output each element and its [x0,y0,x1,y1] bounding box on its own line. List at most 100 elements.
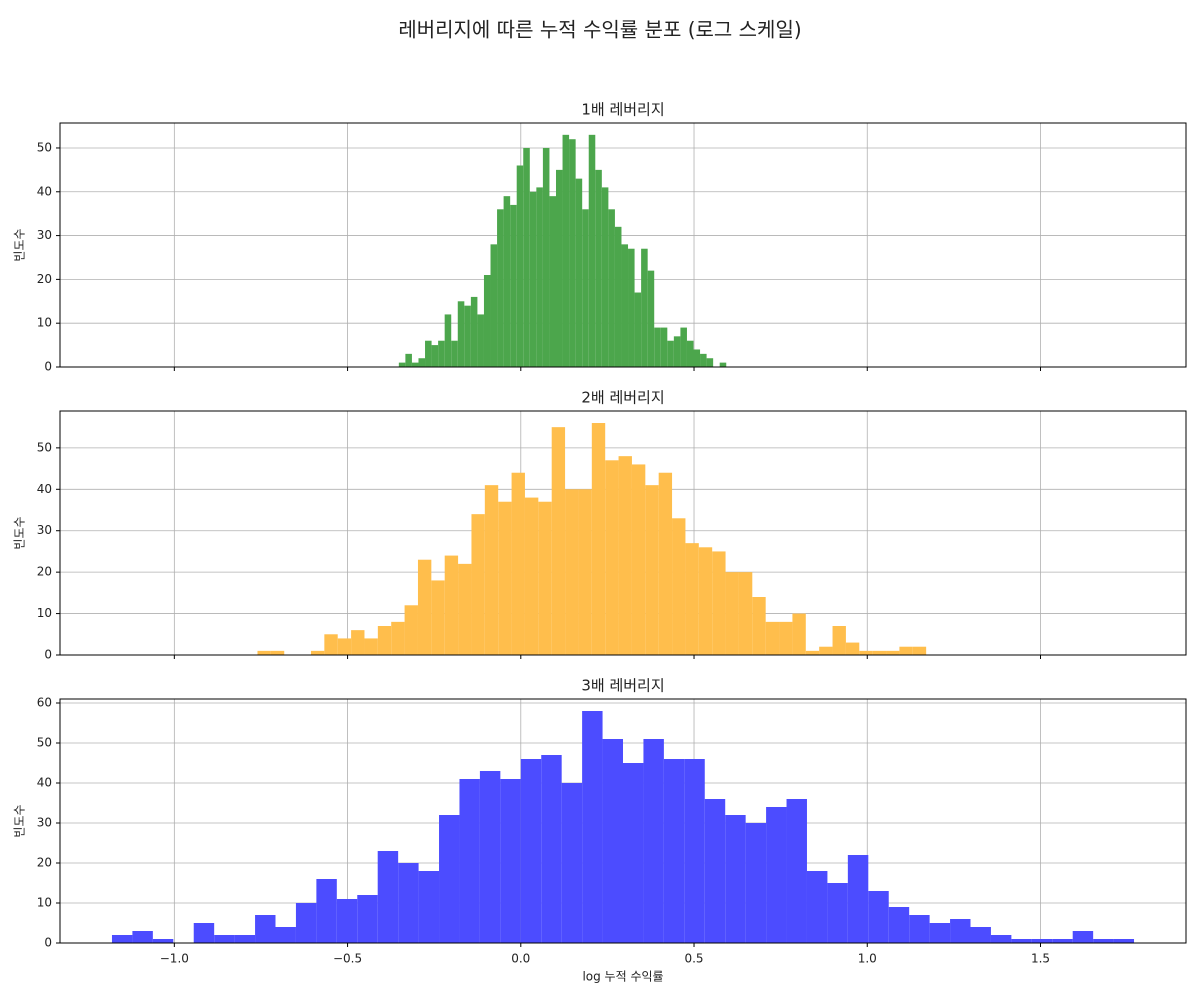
histogram-bar [672,518,686,655]
y-axis-label: 빈도수 [13,516,27,549]
y-tick-label: 40 [37,776,52,790]
histogram-bar [1072,931,1094,943]
y-axis-label: 빈도수 [13,804,27,837]
histogram-bar [377,626,392,655]
histogram-bar [470,296,478,367]
subplot-title: 1배 레버리지 [581,101,664,119]
histogram-bar [660,327,668,367]
histogram-bar [663,759,685,943]
subplot-title: 2배 레버리지 [581,389,664,407]
histogram-bar [152,939,174,943]
histogram-bar [673,336,681,367]
histogram-bar [404,605,418,655]
histogram-bar [766,807,787,943]
histogram-bar [725,572,739,655]
histogram-bar [523,147,530,367]
histogram-bar [457,301,465,367]
histogram-bar [765,621,780,655]
histogram-bar [970,927,991,943]
x-tick-label: −1.0 [160,952,189,966]
histogram-bar [631,464,646,655]
histogram-bar [578,489,592,655]
histogram-bar [439,815,460,943]
histogram-bar [1052,939,1073,943]
histogram-bar [377,851,399,943]
histogram-bar [398,362,406,367]
histogram-bar [516,165,524,367]
histogram-bar [859,650,873,655]
histogram-bar [234,935,256,943]
histogram-bar [779,621,793,655]
histogram-bar [444,314,452,367]
histogram-bar [444,555,459,655]
histogram-bar [643,739,664,943]
y-tick-label: 0 [44,360,52,374]
histogram-bar [990,935,1012,943]
histogram-bar [693,349,701,367]
histogram-bar [351,630,365,655]
histogram-bar [497,209,504,367]
histogram-bar [909,915,930,943]
y-tick-label: 0 [44,936,52,950]
y-tick-label: 20 [37,856,52,870]
histogram-bar [845,642,860,655]
histogram-bar [542,147,550,367]
figure-title: 레버리지에 따른 누적 수익률 분포 (로그 스케일) [398,18,801,42]
histogram-bar [806,871,828,943]
histogram-bar [628,248,635,367]
histogram-bar [555,169,563,367]
histogram-bar [490,244,498,367]
histogram-bar [591,423,606,655]
histogram-bar [658,472,673,655]
histogram-bar [310,650,325,655]
x-tick-label: 0.0 [511,952,530,966]
histogram-bar [431,580,445,655]
y-tick-label: 10 [37,316,52,330]
histogram-bar [417,559,432,655]
y-tick-label: 60 [37,696,52,710]
histogram-bar [602,739,623,943]
histogram-bar [719,362,727,367]
histogram-bar [275,927,296,943]
histogram-bar [255,915,276,943]
histogram-bar [561,783,583,943]
histogram-bar [641,248,648,367]
histogram-bar [645,485,659,655]
histogram-bar [608,209,615,367]
histogram-bar [451,340,458,367]
histogram-bar [582,209,589,367]
histogram-bar [792,613,806,655]
histogram-bar [1011,939,1032,943]
histogram-bar [484,485,499,655]
histogram-bar [623,763,644,943]
histogram-bar [132,931,153,943]
histogram-bar [654,327,661,367]
histogram-bar [569,139,576,367]
histogram-bar [618,456,632,655]
y-tick-label: 50 [37,736,52,750]
histogram-bar [431,345,439,367]
histogram-bar [391,621,405,655]
histogram-bar [725,815,746,943]
histogram-bar [464,305,471,367]
histogram-bar [438,340,445,367]
histogram-bar [712,551,726,655]
histogram-bar [1093,939,1114,943]
histogram-bar [511,472,525,655]
histogram-bar [868,891,889,943]
histogram-bar [503,196,511,367]
histogram-bar [1113,939,1135,943]
histogram-bar [479,771,501,943]
histogram-bar [471,514,485,655]
histogram-bar [888,907,910,943]
y-tick-label: 50 [37,140,52,154]
axes-frame [59,122,1187,368]
y-tick-label: 30 [37,228,52,242]
histogram-bar [819,646,833,655]
histogram-bar [686,340,694,367]
y-tick-label: 10 [37,606,52,620]
histogram-bar [621,244,629,367]
histogram-bar [257,650,271,655]
histogram-bar [634,292,642,367]
